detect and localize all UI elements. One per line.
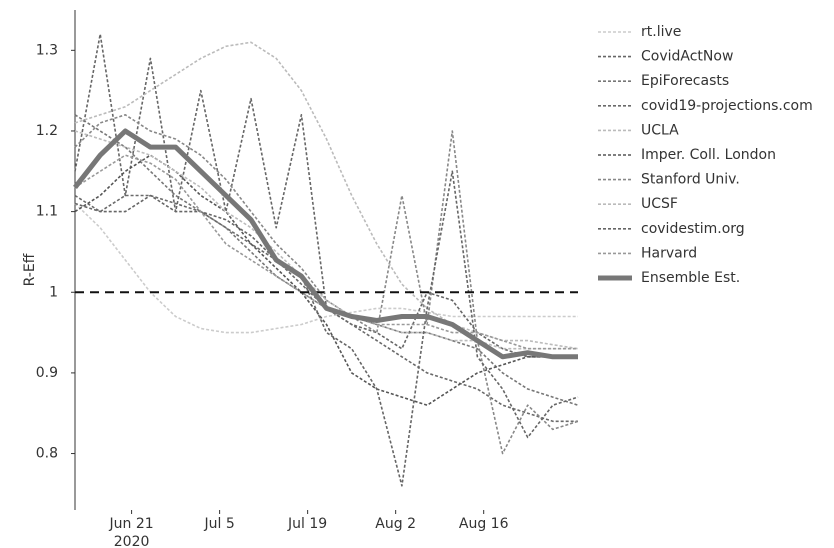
y-tick-label: 1 xyxy=(49,284,58,300)
forecast-line xyxy=(74,114,579,455)
y-axis-title: R-Eff xyxy=(22,253,38,286)
y-tick-label: 0.8 xyxy=(36,446,58,462)
legend-label: CovidActNow xyxy=(641,49,733,65)
legend-label: UCLA xyxy=(641,122,679,138)
forecast-line xyxy=(74,170,579,487)
x-tick-label: Aug 2 xyxy=(375,516,416,532)
y-tick-label: 1.1 xyxy=(36,204,58,220)
x-year-label: 2020 xyxy=(114,534,150,548)
y-tick-label: 1.2 xyxy=(36,123,58,139)
legend-label: Ensemble Est. xyxy=(641,270,740,286)
legend-label: Imper. Coll. London xyxy=(641,147,776,163)
x-tick-label: Jun 21 xyxy=(109,516,154,532)
legend-label: EpiForecasts xyxy=(641,73,729,89)
legend-label: covid19-projections.com xyxy=(641,98,813,114)
legend-label: rt.live xyxy=(641,24,681,40)
forecast-line xyxy=(74,202,578,334)
x-tick-label: Aug 16 xyxy=(459,516,509,532)
forecast-line xyxy=(74,41,579,350)
ensemble-line xyxy=(73,128,578,360)
y-tick-label: 0.9 xyxy=(36,365,58,381)
legend-label: Stanford Univ. xyxy=(641,172,740,188)
legend-label: Harvard xyxy=(641,245,697,261)
y-tick-label: 1.3 xyxy=(36,42,58,58)
legend-label: covidestim.org xyxy=(641,221,745,237)
forecast-line xyxy=(74,154,578,406)
legend-label: UCSF xyxy=(641,196,678,212)
forecast-line xyxy=(74,130,578,350)
x-tick-label: Jul 5 xyxy=(203,516,234,532)
forecast-line xyxy=(74,114,579,406)
x-tick-label: Jul 19 xyxy=(287,516,327,532)
forecast-line xyxy=(74,154,578,350)
